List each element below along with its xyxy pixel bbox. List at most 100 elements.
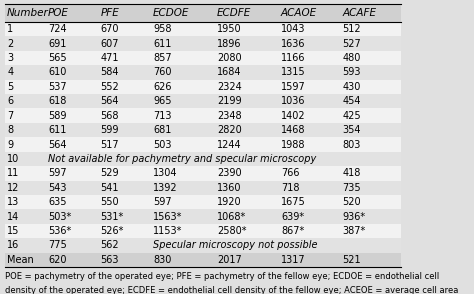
Bar [5, 195, 401, 209]
Text: 529: 529 [100, 168, 119, 178]
Text: 1166: 1166 [281, 53, 305, 63]
Text: 536*: 536* [48, 226, 72, 236]
Text: 2324: 2324 [217, 82, 242, 92]
Text: 568: 568 [100, 111, 119, 121]
Text: 724: 724 [48, 24, 67, 34]
Text: 480: 480 [343, 53, 361, 63]
Text: 517: 517 [100, 139, 119, 150]
Text: 454: 454 [343, 96, 361, 106]
Bar [5, 181, 401, 195]
Text: POE: POE [48, 8, 69, 18]
Bar [5, 152, 401, 166]
Text: PFE: PFE [100, 8, 119, 18]
Text: 565: 565 [48, 53, 67, 63]
Text: 611: 611 [48, 125, 66, 135]
Text: 1468: 1468 [281, 125, 305, 135]
Text: 593: 593 [343, 67, 361, 78]
Bar [5, 209, 401, 224]
Text: 965: 965 [153, 96, 172, 106]
Text: 4: 4 [7, 67, 13, 78]
Text: 2080: 2080 [217, 53, 242, 63]
Text: 11: 11 [7, 168, 19, 178]
Text: 775: 775 [48, 240, 67, 250]
Text: 5: 5 [7, 82, 13, 92]
Text: POE = pachymetry of the operated eye; PFE = pachymetry of the fellow eye; ECDOE : POE = pachymetry of the operated eye; PF… [5, 272, 439, 281]
Text: ACAOE: ACAOE [281, 8, 317, 18]
Text: 12: 12 [7, 183, 19, 193]
Text: 550: 550 [100, 197, 119, 207]
Text: 597: 597 [153, 197, 172, 207]
Text: 1360: 1360 [217, 183, 242, 193]
Text: 418: 418 [343, 168, 361, 178]
Text: 1988: 1988 [281, 139, 305, 150]
Text: 543: 543 [48, 183, 67, 193]
Text: 527: 527 [343, 39, 361, 49]
Text: 611: 611 [153, 39, 172, 49]
Text: 7: 7 [7, 111, 13, 121]
Text: 597: 597 [48, 168, 67, 178]
Text: 1402: 1402 [281, 111, 306, 121]
Text: density of the operated eye; ECDFE = endothelial cell density of the fellow eye;: density of the operated eye; ECDFE = end… [5, 286, 458, 294]
Text: Not available for pachymetry and specular microscopy: Not available for pachymetry and specula… [48, 154, 317, 164]
Text: 537: 537 [48, 82, 67, 92]
Text: 1950: 1950 [217, 24, 242, 34]
Text: 1315: 1315 [281, 67, 306, 78]
Text: 936*: 936* [343, 211, 366, 222]
Text: 670: 670 [100, 24, 119, 34]
Text: 2199: 2199 [217, 96, 242, 106]
Text: 2017: 2017 [217, 255, 242, 265]
Text: 15: 15 [7, 226, 19, 236]
Text: 512: 512 [343, 24, 361, 34]
Text: 760: 760 [153, 67, 172, 78]
Bar [5, 22, 401, 36]
Text: 681: 681 [153, 125, 172, 135]
Text: 718: 718 [281, 183, 300, 193]
Text: 13: 13 [7, 197, 19, 207]
Bar [5, 108, 401, 123]
Text: 691: 691 [48, 39, 66, 49]
Bar [5, 123, 401, 137]
Text: ECDFE: ECDFE [217, 8, 251, 18]
Bar [5, 94, 401, 108]
Bar [5, 36, 401, 51]
Text: 2348: 2348 [217, 111, 242, 121]
Text: 1244: 1244 [217, 139, 242, 150]
Text: 521: 521 [343, 255, 361, 265]
Text: 387*: 387* [343, 226, 366, 236]
Text: 1563*: 1563* [153, 211, 182, 222]
Text: 9: 9 [7, 139, 13, 150]
Text: 1675: 1675 [281, 197, 306, 207]
Text: 639*: 639* [281, 211, 304, 222]
Bar [5, 253, 401, 267]
Text: 564: 564 [100, 96, 119, 106]
Text: 14: 14 [7, 211, 19, 222]
Text: Mean: Mean [7, 255, 34, 265]
Text: 10: 10 [7, 154, 19, 164]
Text: 552: 552 [100, 82, 119, 92]
Text: 563: 563 [100, 255, 119, 265]
Text: 503*: 503* [48, 211, 72, 222]
Bar [5, 80, 401, 94]
Text: 599: 599 [100, 125, 119, 135]
Text: 503: 503 [153, 139, 172, 150]
Text: 531*: 531* [100, 211, 124, 222]
Text: 1920: 1920 [217, 197, 242, 207]
Text: 8: 8 [7, 125, 13, 135]
Text: Specular microscopy not possible: Specular microscopy not possible [153, 240, 318, 250]
Text: 1896: 1896 [217, 39, 242, 49]
Text: 2390: 2390 [217, 168, 242, 178]
Text: 2580*: 2580* [217, 226, 246, 236]
Text: 1068*: 1068* [217, 211, 246, 222]
Text: 635: 635 [48, 197, 67, 207]
Text: 2820: 2820 [217, 125, 242, 135]
Text: 607: 607 [100, 39, 119, 49]
Bar [5, 51, 401, 65]
Text: 803: 803 [343, 139, 361, 150]
Text: 562: 562 [100, 240, 119, 250]
Bar [5, 65, 401, 80]
Text: 830: 830 [153, 255, 172, 265]
Text: 471: 471 [100, 53, 119, 63]
Text: 867*: 867* [281, 226, 304, 236]
Text: 16: 16 [7, 240, 19, 250]
Text: 564: 564 [48, 139, 67, 150]
